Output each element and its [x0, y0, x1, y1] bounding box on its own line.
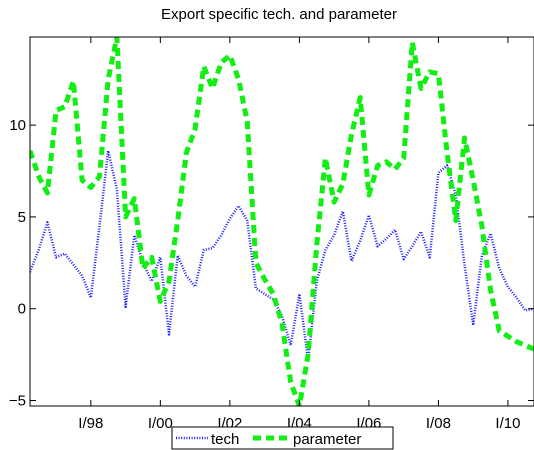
x-tick-label: I/98 — [78, 415, 103, 432]
legend: tech parameter — [171, 426, 394, 450]
x-tick-label: I/08 — [426, 415, 451, 432]
plot-area — [30, 37, 534, 406]
x-tick-label: I/10 — [495, 415, 520, 432]
y-tick-label: 5 — [18, 209, 26, 226]
plot-frame — [29, 36, 534, 407]
y-tick-label: −5 — [9, 392, 26, 409]
legend-label-parameter: parameter — [293, 431, 361, 448]
series-layer — [30, 37, 534, 406]
series-line-parameter — [30, 37, 534, 406]
legend-label-tech: tech — [211, 431, 239, 448]
y-tick-label: 0 — [18, 301, 26, 318]
x-tick-label: I/00 — [148, 415, 173, 432]
y-tick-label: 10 — [9, 117, 26, 134]
chart-title: Export specific tech. and parameter — [161, 6, 397, 23]
